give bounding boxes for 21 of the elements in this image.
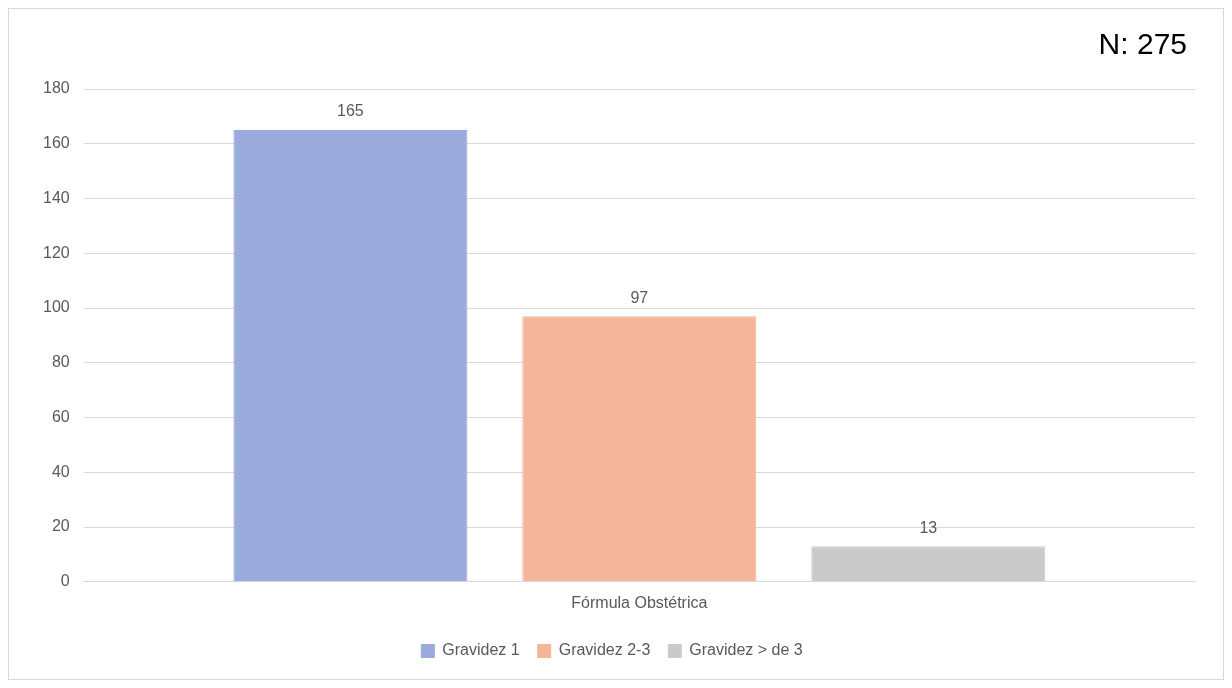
y-tick-label: 100 bbox=[42, 298, 70, 316]
y-tick-label: 80 bbox=[51, 353, 70, 371]
y-tick-label: 40 bbox=[51, 462, 70, 480]
data-label: 97 bbox=[630, 288, 649, 306]
y-tick-label: 180 bbox=[42, 79, 70, 97]
x-tick-label: Fórmula Obstétrica bbox=[571, 593, 708, 611]
bar bbox=[811, 546, 1046, 582]
legend-label: Gravidez 1 bbox=[442, 641, 520, 659]
bar bbox=[522, 316, 757, 582]
legend-label: Gravidez 2-3 bbox=[558, 641, 651, 659]
text: N: 275 bbox=[1098, 27, 1187, 61]
y-tick-label: 60 bbox=[51, 407, 70, 425]
data-label: 13 bbox=[919, 518, 938, 536]
legend-label: Gravidez > de 3 bbox=[689, 641, 803, 659]
y-tick-label: 160 bbox=[42, 134, 70, 152]
y-tick-label: 140 bbox=[42, 188, 70, 206]
bar bbox=[233, 130, 468, 582]
y-tick-label: 20 bbox=[51, 517, 70, 535]
data-label: 165 bbox=[337, 102, 364, 120]
y-tick-label: 120 bbox=[42, 243, 70, 261]
y-tick-label: 0 bbox=[60, 572, 70, 590]
